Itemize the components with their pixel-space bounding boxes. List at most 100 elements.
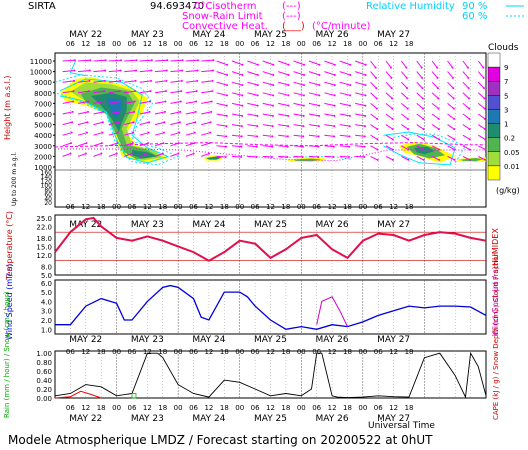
wind-arrow <box>154 90 166 94</box>
wind-arrow <box>154 132 165 136</box>
wind-arrow-head <box>437 117 440 120</box>
wind-arrow-head <box>453 117 456 120</box>
wind-arrow <box>78 80 90 83</box>
wind-arrow <box>355 81 366 86</box>
humidex-axis-label: HUMIDEX <box>491 228 500 266</box>
wind-arrow <box>139 111 150 115</box>
wind-arrow <box>278 124 289 127</box>
wind-arrow <box>247 145 257 148</box>
low-height-tick-label: 80 <box>44 187 52 194</box>
wind-arrow <box>431 113 439 120</box>
colorbar-tick-label: 3 <box>504 106 508 114</box>
wind-arrow-head <box>347 155 350 158</box>
wind-arrow <box>416 124 424 130</box>
wind-arrow-head <box>318 73 321 76</box>
wind-arrow-head <box>89 59 92 62</box>
wind-arrow <box>370 124 378 130</box>
wind-arrow <box>170 70 183 73</box>
day-label: MAY 22 <box>69 335 102 345</box>
wind-arrow <box>385 124 393 130</box>
wind-arrow-head <box>194 110 197 113</box>
wind-arrow-head <box>271 125 274 128</box>
wind-arrow-head <box>208 152 211 155</box>
hour-tick-label: 12 <box>328 404 337 412</box>
wind-arrow-head <box>73 59 76 62</box>
wind-arrow-head <box>437 128 440 131</box>
precip-tick-label: 0.00 <box>36 395 52 403</box>
rh-90-contour-top <box>69 60 86 77</box>
wind-arrow <box>185 153 194 157</box>
wind-arrow <box>462 155 471 161</box>
wind-arrow <box>155 70 167 73</box>
wind-arrow <box>262 81 274 86</box>
wind-arrow <box>93 59 106 62</box>
legend-rh-90: 90 % <box>462 1 487 12</box>
wind-arrow-head <box>422 138 425 141</box>
wind-arrow <box>139 101 151 104</box>
wind-arrow <box>93 142 102 147</box>
wind-arrow-head <box>84 152 87 155</box>
wind-arrow-head <box>484 148 487 151</box>
wind-arrow <box>324 145 334 148</box>
wind-arrow <box>77 132 88 136</box>
wind-arrow <box>293 155 303 158</box>
colorbar: Clouds 9 7 5 3 1 0.2 0.05 0.01 (g/kg) <box>487 43 520 195</box>
low-height-tick-label: 40 <box>44 196 52 203</box>
gust-axis-label: Wind Gust (m / s) <box>491 266 500 336</box>
wind-arrow <box>170 121 180 126</box>
wind-arrow <box>247 81 258 86</box>
hour-tick-label: 12 <box>389 348 398 356</box>
wind-arrow-head <box>438 148 441 151</box>
hour-tick-label: 12 <box>328 203 337 211</box>
wind-arrow-head <box>193 142 196 145</box>
low-height-tick-label: 20 <box>44 200 52 207</box>
wind-arrow-head <box>390 76 393 79</box>
wind-arrow <box>416 134 424 140</box>
wind-arrow <box>278 113 289 117</box>
wind-arrow-head <box>406 117 409 120</box>
wind-arrow-head <box>391 97 394 100</box>
wind-arrow-head <box>165 79 168 82</box>
wind-arrow-head <box>103 90 106 93</box>
wind-arrow <box>478 113 486 120</box>
wind-arrow-head <box>195 100 198 103</box>
wind-arrow <box>385 71 392 79</box>
wind-arrow <box>431 60 438 68</box>
day-label: MAY 24 <box>192 414 225 424</box>
wind-arrow <box>416 145 424 151</box>
hour-tick-label: 12 <box>204 40 213 48</box>
wind-arrow-head <box>209 131 212 134</box>
wind-arrow-head <box>101 131 104 134</box>
wind-arrow-head <box>376 128 379 131</box>
wind-arrow <box>78 90 90 94</box>
wind-arrow <box>385 103 393 109</box>
wind-arrow-head <box>210 100 213 103</box>
legend-rh-60: 60 % <box>462 11 487 22</box>
wind-arrow <box>62 111 73 115</box>
wind-arrow-head <box>421 76 424 79</box>
wind-arrow <box>462 134 471 140</box>
cloud-region-1c <box>206 156 222 160</box>
wind-arrow <box>262 124 273 127</box>
wind-arrow-head <box>271 145 274 148</box>
wind-arrow-head <box>118 90 121 93</box>
wind-arrow <box>93 132 103 136</box>
colorbar-tick-label: 1 <box>504 121 508 129</box>
wind-arrow-head <box>333 114 336 117</box>
wind-arrow-head <box>407 158 410 161</box>
wind-arrow <box>355 113 366 117</box>
wind-arrow <box>201 70 214 73</box>
wind-arrow-head <box>150 69 153 72</box>
hour-tick-label: 00 <box>112 203 121 211</box>
hour-tick-label: 12 <box>81 348 90 356</box>
day-label: MAY 25 <box>254 335 287 345</box>
colorbar-tick-label: 9 <box>504 64 508 72</box>
hour-tick-label: 18 <box>281 40 290 48</box>
wind-arrow <box>62 70 75 73</box>
wind-arrow-head <box>422 128 425 131</box>
wind-arrow-head <box>164 90 167 93</box>
wind-arrow <box>416 103 424 109</box>
temp-tick-label: 12.0 <box>36 252 52 260</box>
wind-arrow-head <box>302 135 305 138</box>
colorbar-tick-label: 0.2 <box>504 135 515 143</box>
